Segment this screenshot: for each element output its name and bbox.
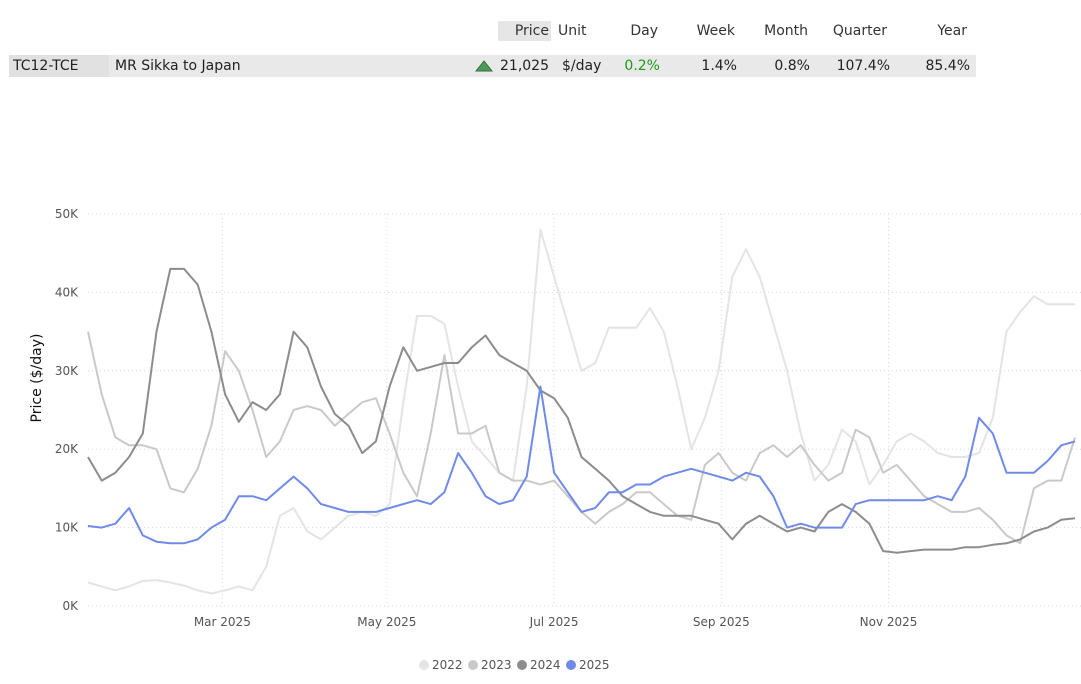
x-axis-ticks: Mar 2025 May 2025 Jul 2025 Sep 2025 Nov 2025 <box>194 615 918 629</box>
chart-grid <box>88 213 1081 607</box>
y-tick-label: 40K <box>55 285 79 299</box>
legend-marker-2022 <box>419 660 429 670</box>
route-code-cell <box>9 55 109 77</box>
y-axis-ticks: 0K 10K 20K 30K 40K 50K <box>55 207 79 613</box>
table-row[interactable] <box>9 55 976 77</box>
route-code: TC12-TCE <box>13 58 79 74</box>
header-unit[interactable]: Unit <box>558 23 587 39</box>
price-summary-table: Price Unit Day Week Month Quarter Year T… <box>0 0 1081 90</box>
legend-marker-2025 <box>566 660 576 670</box>
year-change: 85.4% <box>925 58 970 74</box>
series-line-2022 <box>87 228 1075 595</box>
legend-entry-2025[interactable]: 2025 <box>579 658 610 672</box>
header-week[interactable]: Week <box>696 23 735 39</box>
header-price[interactable]: Price <box>498 21 551 41</box>
y-tick-label: 10K <box>55 521 79 535</box>
route-name: MR Sikka to Japan <box>115 58 241 74</box>
x-tick-label: Nov 2025 <box>860 615 918 629</box>
series-lines <box>87 228 1076 595</box>
x-tick-label: Mar 2025 <box>194 615 251 629</box>
y-tick-label: 50K <box>55 207 79 221</box>
chart-legend: 2022 2023 2024 2025 <box>419 658 610 672</box>
legend-marker-2024 <box>517 660 527 670</box>
header-year[interactable]: Year <box>937 23 967 39</box>
x-tick-label: May 2025 <box>357 615 416 629</box>
y-axis-label: Price ($/day) <box>29 334 45 423</box>
legend-entry-2022[interactable]: 2022 <box>432 658 463 672</box>
y-tick-label: 30K <box>55 364 79 378</box>
week-change: 1.4% <box>701 58 737 74</box>
header-quarter[interactable]: Quarter <box>832 23 887 39</box>
price-value: 21,025 <box>500 58 549 74</box>
day-change: 0.2% <box>624 58 660 74</box>
unit-value: $/day <box>562 58 602 74</box>
x-tick-label: Sep 2025 <box>693 615 750 629</box>
legend-marker-2023 <box>468 660 478 670</box>
x-tick-label: Jul 2025 <box>529 615 579 629</box>
legend-entry-2023[interactable]: 2023 <box>481 658 512 672</box>
series-line-2024 <box>87 267 1076 554</box>
series-line-2025 <box>87 385 1076 545</box>
month-change: 0.8% <box>774 58 810 74</box>
quarter-change: 107.4% <box>836 58 890 74</box>
trend-up-icon <box>475 60 493 72</box>
y-tick-label: 20K <box>55 442 79 456</box>
header-day[interactable]: Day <box>630 23 658 39</box>
header-month[interactable]: Month <box>764 23 808 39</box>
legend-entry-2024[interactable]: 2024 <box>530 658 561 672</box>
y-tick-label: 0K <box>62 599 79 613</box>
